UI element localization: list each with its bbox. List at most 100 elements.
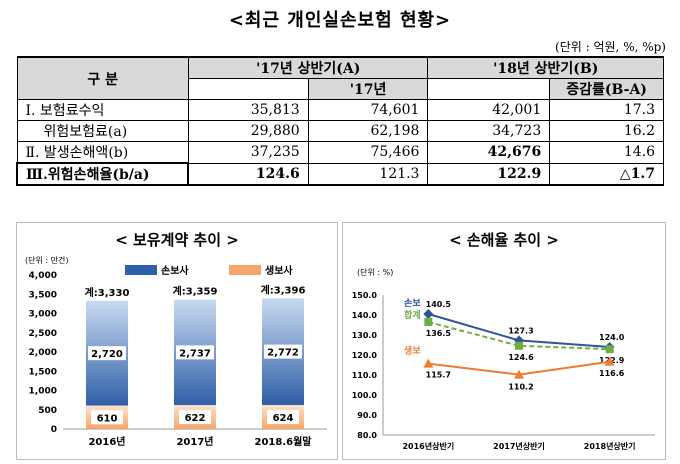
- y-tick-label: 2,000: [29, 348, 57, 358]
- data-label-box: [179, 410, 211, 425]
- series-total-name: 합계: [404, 309, 421, 321]
- y-tick-label: 120.0: [352, 351, 378, 360]
- cell: 34,723: [427, 120, 551, 142]
- y-tick-label: 1,000: [29, 387, 57, 397]
- y-tick-label: 500: [38, 406, 57, 416]
- series-total-point: [605, 345, 614, 354]
- col-group-header: 구 분: [16, 56, 189, 100]
- y-axis-unit: (단위 : 만건): [25, 255, 68, 265]
- series-total-line: [428, 321, 610, 351]
- data-label-life: 624: [273, 413, 294, 424]
- data-label: 136.5: [426, 329, 452, 338]
- data-label: 127.3: [508, 326, 533, 335]
- subheader-17: '17년: [307, 78, 429, 100]
- x-tick-label: 2017년: [176, 435, 213, 448]
- lossratio-chart-title: < 손해율 추이 >: [449, 231, 559, 249]
- y-tick-label: 110.0: [352, 371, 378, 380]
- data-label: 110.2: [508, 383, 533, 392]
- y-tick-label: 130.0: [352, 331, 378, 340]
- series-life-name: 생보: [404, 345, 421, 357]
- y-tick-label: 90.0: [357, 411, 377, 420]
- header-18: '18년 상반기(B): [427, 56, 664, 79]
- data-label-damage: 2,772: [267, 348, 299, 359]
- y-tick-label: 100.0: [352, 391, 378, 400]
- x-tick-label: 2016년상반기: [402, 441, 454, 451]
- legend-swatch-damage: [125, 265, 157, 275]
- row-label: Ⅰ. 보험료수익: [16, 99, 189, 121]
- data-label-total: 계:3,330: [85, 286, 130, 299]
- y-tick-label: 2,500: [29, 329, 57, 339]
- data-label-damage: 2,737: [179, 348, 211, 359]
- data-label-box: [88, 346, 126, 361]
- data-label: 122.9: [599, 356, 625, 365]
- data-label-life: 622: [185, 413, 206, 424]
- cell: 121.3: [307, 162, 429, 186]
- y-tick-label: 0: [51, 425, 57, 435]
- x-tick-label: 2017년상반기: [493, 441, 545, 451]
- cell: △1.7: [549, 162, 664, 186]
- cell: 62,198: [307, 120, 429, 142]
- x-tick-label: 2018.6월말: [255, 436, 313, 448]
- header-17: '17년 상반기(A): [187, 56, 429, 79]
- cell: 35,813: [187, 99, 309, 121]
- contracts-bar-chart: (단위 : 만건) 0 500 1,000 1,500 2,000 2,500 3,000 3,…: [25, 255, 327, 448]
- series-total-point: [424, 318, 433, 326]
- y-tick-label: 3,500: [29, 290, 57, 300]
- data-label-box: [264, 344, 302, 359]
- series-damage-point: [423, 309, 434, 319]
- y-tick-label: 150.0: [352, 291, 378, 300]
- x-tick-label: 2016년: [88, 435, 125, 448]
- data-label-total: 계:3,359: [173, 285, 218, 298]
- contracts-chart-panel: < 보유계약 추이 > (단위 : 만건) 0 500 1,000 1,500 2,000…: [16, 222, 338, 460]
- y-tick-label: 4,000: [29, 271, 57, 281]
- data-label-box: [91, 410, 123, 425]
- contracts-chart-title: < 보유계약 추이 >: [115, 231, 239, 249]
- data-label-total: 계:3,396: [261, 283, 306, 296]
- y-tick-label: 80.0: [357, 431, 377, 440]
- data-label-damage: 2,720: [91, 349, 123, 360]
- lossratio-line-chart: (단위 : %) 80.0 90.0 100.0 110.0 120.0 130.0 140.…: [352, 267, 655, 451]
- legend-label-damage: 손보사: [161, 264, 189, 277]
- data-label-life: 610: [97, 413, 118, 424]
- series-total-point: [515, 341, 523, 350]
- series-damage-name: 손보: [404, 298, 421, 309]
- data-label: 140.5: [426, 300, 452, 309]
- row-label: Ⅲ.위험손해율(b/a): [15, 162, 190, 186]
- table-row: Ⅲ.위험손해율(b/a) 124.6 121.3 122.9 △1.7: [15, 162, 664, 186]
- data-label: 124.0: [599, 333, 625, 342]
- cell: 42,676: [427, 141, 551, 164]
- cell: 37,235: [187, 141, 309, 164]
- data-label: 124.6: [508, 353, 534, 362]
- summary-table: 구 분 '17년 상반기(A) '18년 상반기(B) '17년 증감률(B-A…: [15, 56, 664, 186]
- cell: 14.6: [549, 141, 664, 164]
- y-axis-unit: (단위 : %): [357, 267, 393, 277]
- row-label: 위험보험료(a): [16, 120, 189, 142]
- data-label: 115.7: [426, 371, 451, 380]
- data-label: 116.6: [599, 369, 625, 378]
- subheader-change: 증감률(B-A): [549, 78, 664, 100]
- row-label: Ⅱ. 발생손해액(b): [16, 141, 189, 164]
- cell: 74,601: [307, 99, 429, 121]
- cell: 17.3: [549, 99, 664, 121]
- table-row: Ⅱ. 발생손해액(b) 37,235 75,466 42,676 14.6: [16, 141, 664, 164]
- unit-note: (단위 : 억원, %, %p): [555, 40, 666, 54]
- legend-label-life: 생보사: [265, 264, 293, 277]
- page-title: <최근 개인실손보험 현황>: [228, 10, 452, 31]
- cell: 16.2: [549, 120, 664, 142]
- cell: 122.9: [427, 162, 551, 186]
- series-life-point: [604, 356, 615, 366]
- legend-swatch-life: [229, 265, 261, 275]
- cell: 29,880: [187, 120, 309, 142]
- cell: 124.6: [187, 162, 309, 186]
- series-life-point: [514, 369, 524, 379]
- x-tick-label: 2018년상반기: [584, 441, 636, 451]
- cell: 42,001: [427, 99, 551, 121]
- y-tick-label: 3,000: [29, 310, 57, 320]
- y-tick-label: 1,500: [29, 367, 57, 377]
- table-row: 위험보험료(a) 29,880 62,198 34,723 16.2: [16, 120, 664, 142]
- series-life-point: [423, 358, 434, 368]
- lossratio-chart-panel: < 손해율 추이 > (단위 : %) 80.0 90.0 100.0 110.0 120…: [342, 222, 666, 460]
- table-row: Ⅰ. 보험료수익 35,813 74,601 42,001 17.3: [16, 99, 664, 121]
- y-tick-label: 140.0: [352, 311, 378, 320]
- cell: 75,466: [307, 141, 429, 164]
